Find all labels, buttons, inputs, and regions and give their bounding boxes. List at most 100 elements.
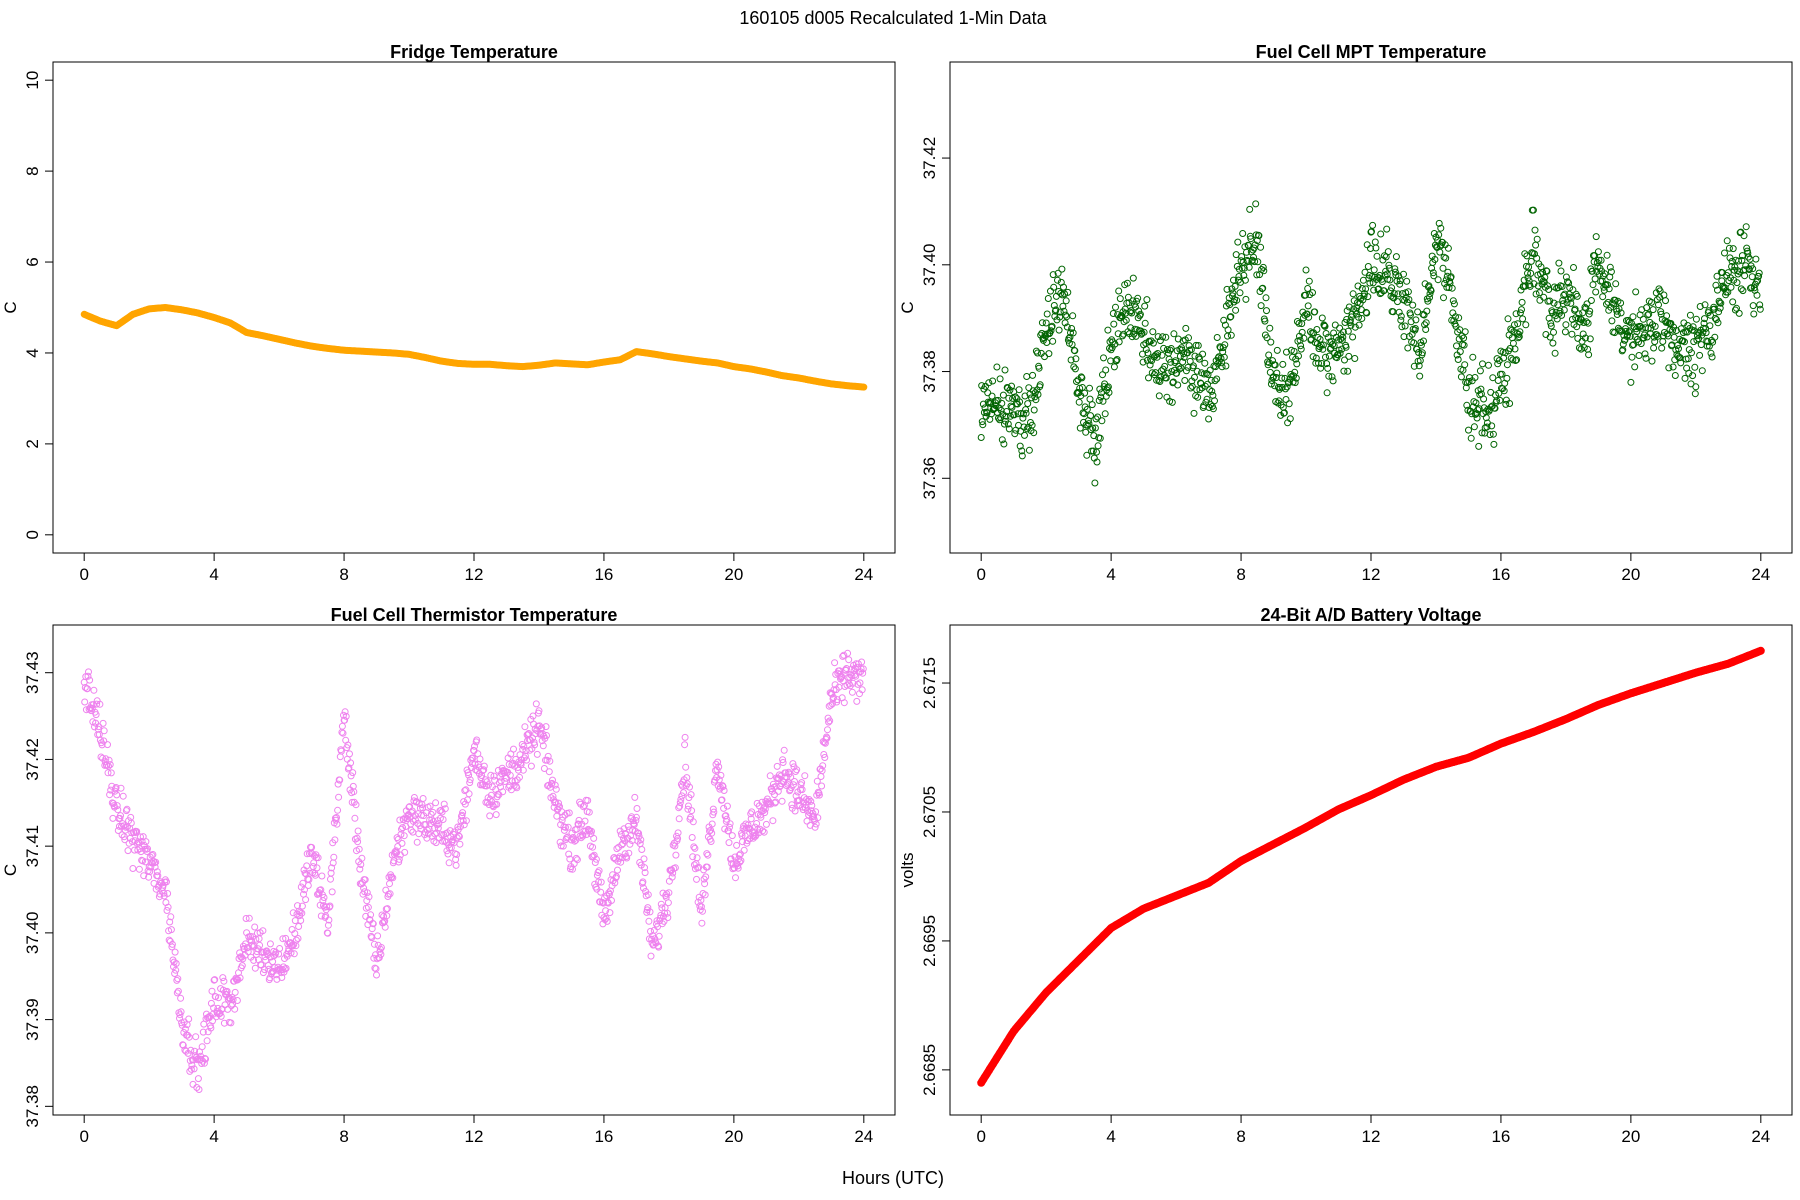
mpt-point [1100,354,1107,362]
thermistor-point [445,859,453,867]
mpt-point [977,434,985,441]
mpt-point [1322,353,1329,361]
mpt-point [1069,312,1077,320]
mpt-point [1252,200,1260,208]
thermistor-point [426,802,434,810]
battery-ytick-label: 2.6685 [920,1044,939,1096]
mpt-point [1232,306,1240,314]
thermistor-point [374,932,382,940]
mpt-point [1562,321,1570,329]
thermistor-point [109,814,117,822]
mpt-point [1265,351,1273,359]
thermistor-point [645,917,653,925]
mpt-point [1094,442,1102,450]
mpt-point [1191,352,1199,360]
mpt-point [1364,263,1372,270]
mpt-point [1504,315,1512,323]
thermistor-point [129,865,137,872]
thermistor-panel: Fuel Cell Thermistor Temperature C 0 4 8 12 16… [1,605,896,1146]
mpt-point [1021,431,1028,439]
mpt-point [1285,400,1293,408]
mpt-point [1239,230,1247,237]
mpt-point [1236,289,1244,297]
mpt-point [1112,303,1119,311]
mpt-point [1211,397,1218,405]
thermistor-xtick-label: 24 [854,1127,873,1146]
mpt-point [996,375,1004,383]
mpt-point [1363,241,1371,249]
thermistor-point [492,811,500,819]
mpt-point [1088,401,1096,409]
mpt-point [1681,374,1689,382]
mpt-point [1557,267,1565,275]
mpt-point [1001,366,1009,374]
mpt-xtick-label: 24 [1751,565,1770,584]
mpt-plot-frame [949,61,1793,554]
mpt-point [1115,287,1123,295]
mpt-point [1749,302,1757,310]
mpt-point [1479,360,1486,368]
mpt-point [1533,235,1541,243]
mpt-point [1698,367,1706,375]
thermistor-point [233,997,241,1004]
mpt-point [1729,298,1737,306]
mpt-point [1592,288,1600,296]
mpt-point [1584,319,1592,327]
thermistor-point [725,839,733,847]
mpt-point [1227,331,1235,339]
mpt-point [1273,369,1281,377]
mpt-point [1025,446,1033,454]
mpt-point [1155,392,1163,400]
thermistor-point [773,762,781,770]
thermistor-point [194,1075,202,1083]
thermistor-point [532,700,540,708]
mpt-point [1436,248,1444,256]
thermistor-point [90,686,98,694]
thermistor-point [86,676,94,684]
thermistor-title: Fuel Cell Thermistor Temperature [331,605,618,625]
thermistor-point [704,851,712,859]
mpt-point [1062,297,1070,305]
mpt-point [1044,295,1052,302]
mpt-point [1213,375,1221,383]
thermistor-point [177,994,185,1002]
thermistor-point [556,838,564,846]
mpt-point [1373,252,1381,260]
mpt-point [1370,266,1378,274]
thermistor-point [845,656,853,664]
thermistor-point [803,817,811,825]
thermistor-point [769,817,777,825]
mpt-point [1522,321,1530,329]
mpt-point [1669,363,1677,371]
thermistor-point [456,840,464,848]
mpt-point [1273,346,1281,354]
thermistor-point [614,866,621,874]
mpt-point [1262,294,1270,302]
mpt-point [1087,412,1094,420]
fridge-point [860,383,868,391]
mpt-point [1257,243,1265,251]
mpt-xtick-label: 16 [1491,565,1510,584]
thermistor-point [386,880,393,888]
mpt-point [1351,355,1359,362]
mpt-point [1740,232,1748,240]
fridge-xtick-label: 8 [339,565,348,584]
thermistor-point [848,688,856,696]
mpt-point [1091,479,1099,487]
battery-xtick-label: 0 [976,1127,985,1146]
battery-ytick-label: 2.6705 [920,786,939,838]
mpt-point [1174,381,1182,389]
fridge-ylabel: C [1,301,20,313]
thermistor-point [527,762,535,770]
mpt-xtick-label: 4 [1106,565,1115,584]
mpt-point [1691,390,1699,398]
battery-xtick-label: 12 [1362,1127,1381,1146]
mpt-point [1222,362,1230,370]
thermistor-plot-frame [52,624,896,1116]
mpt-point [1092,415,1100,423]
mpt-point [1509,339,1517,347]
mpt-point [1246,205,1254,213]
mpt-point [1025,384,1033,392]
thermistor-point [672,851,680,859]
